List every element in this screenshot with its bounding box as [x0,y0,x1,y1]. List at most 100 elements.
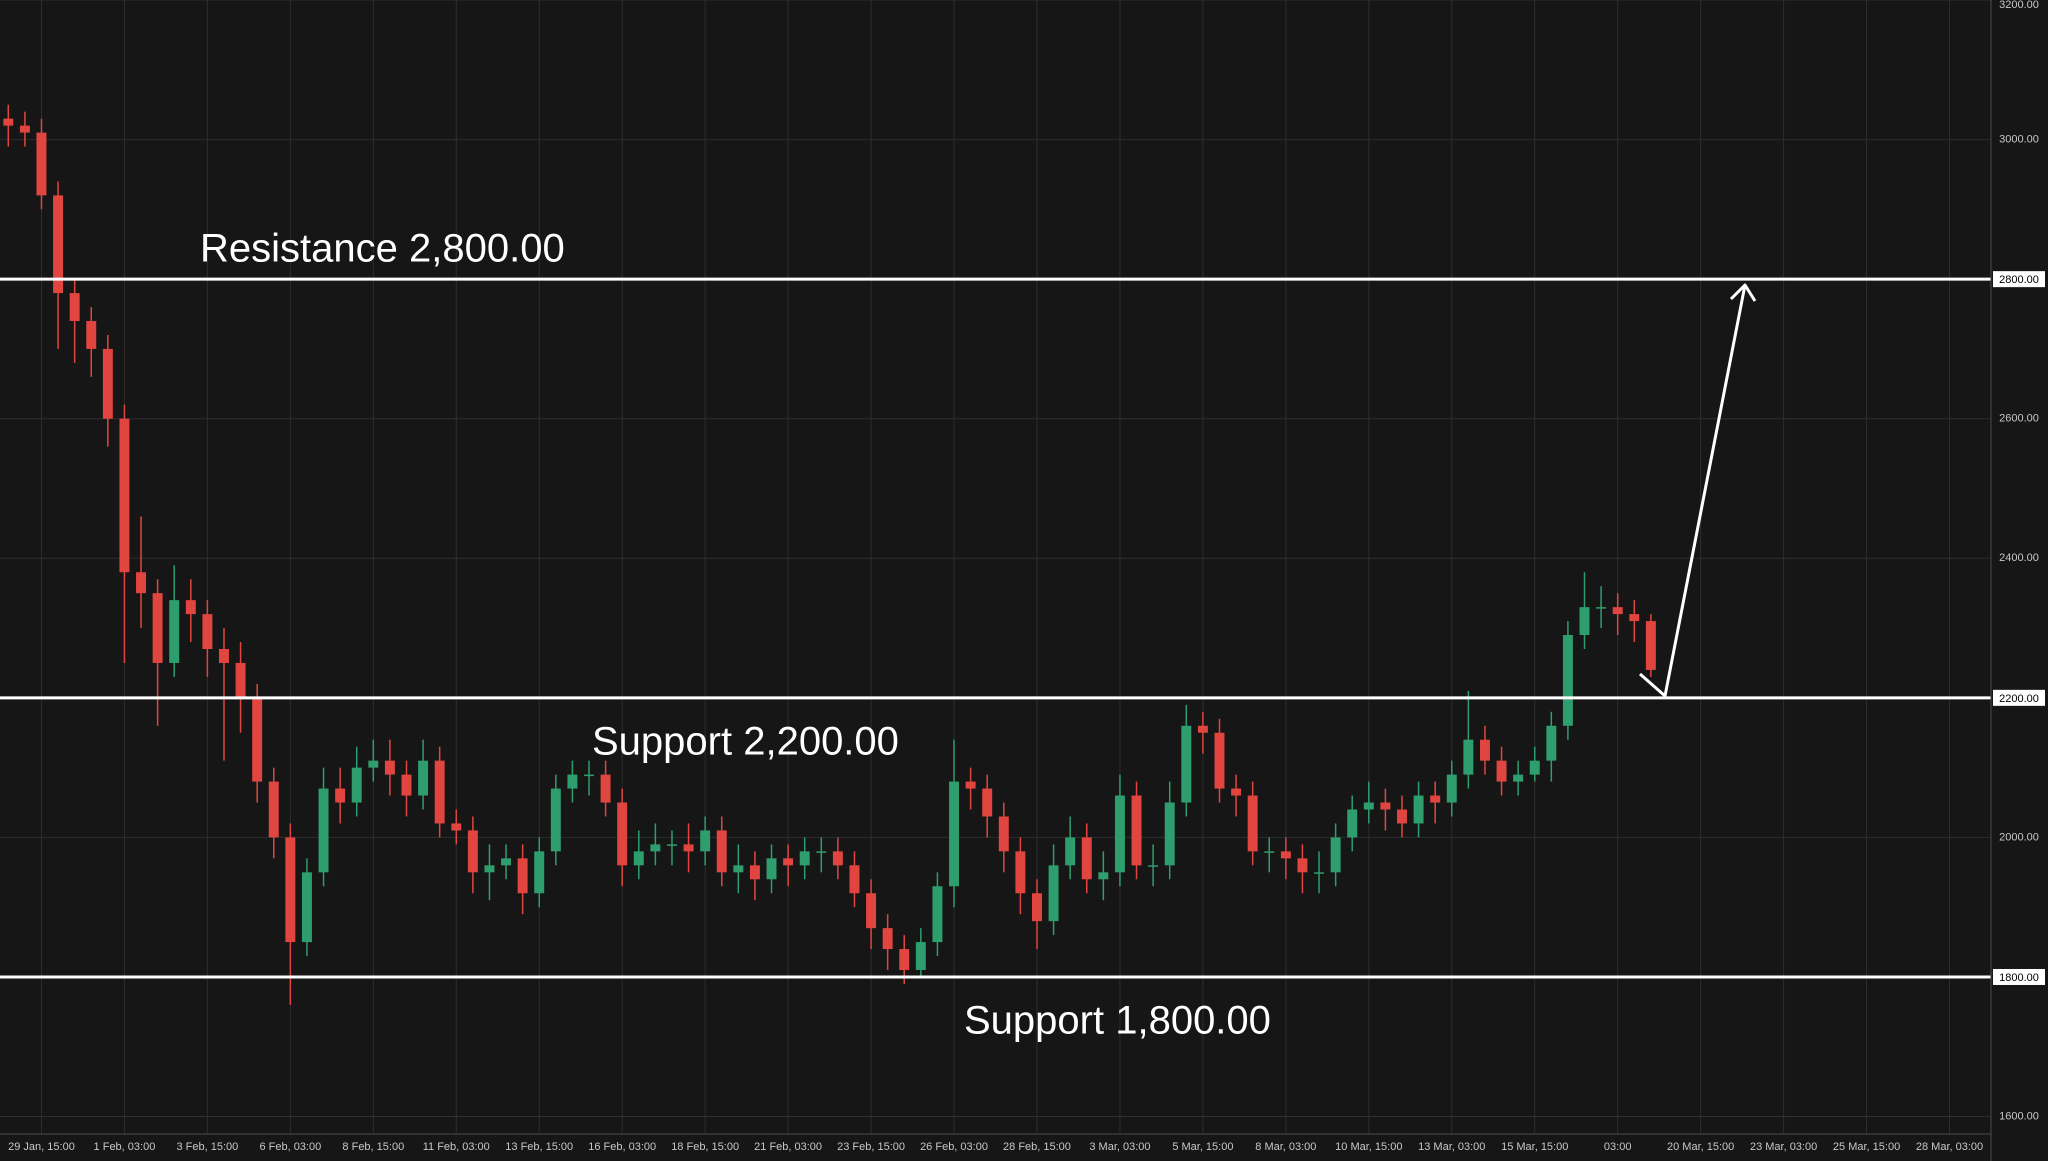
x-tick-label: 1 Feb, 03:00 [94,1141,156,1153]
candle-body [1148,865,1159,867]
levels [0,277,1991,979]
candle-body [816,851,827,853]
candle-body [19,125,30,133]
x-tick-label: 8 Feb, 15:00 [342,1141,404,1153]
candle-body [1363,802,1374,810]
candle-body [866,893,877,929]
candle-body [733,865,744,873]
candle-body [384,760,395,775]
candle-body [666,844,677,846]
candle-body [1231,788,1242,796]
x-tick-label: 18 Feb, 15:00 [671,1141,739,1153]
x-tick-label: 3 Feb, 15:00 [177,1141,239,1153]
level-price-label: 2800.00 [1999,274,2039,286]
candle-body [683,844,694,852]
candle-body [268,781,279,838]
candle-body [1214,732,1225,789]
x-tick-label: 16 Feb, 03:00 [588,1141,656,1153]
candle-body [1496,760,1507,782]
candle-body [965,781,976,789]
candle-body [1314,872,1325,874]
candle-body [368,760,379,768]
candle-body [69,293,80,322]
candle-body [418,760,429,796]
x-tick-label: 15 Mar, 15:00 [1501,1141,1568,1153]
candle-body [1297,858,1308,873]
x-tick-label: 13 Feb, 15:00 [505,1141,573,1153]
x-tick-label: 3 Mar, 03:00 [1089,1141,1150,1153]
level-annotation: Support 1,800.00 [964,999,1271,1043]
candle-body [1347,809,1358,838]
x-tick-label: 03:00 [1604,1141,1632,1153]
candle-body [1562,635,1573,726]
x-tick-label: 23 Mar, 03:00 [1750,1141,1817,1153]
candle-body [517,858,528,894]
x-tick-label: 26 Feb, 03:00 [920,1141,988,1153]
x-tick-label: 21 Feb, 03:00 [754,1141,822,1153]
candle-body [982,788,993,817]
candle-body [86,321,97,349]
candle-body [1048,865,1059,922]
candle-body [1380,802,1391,810]
level-price-box [1993,271,2045,288]
x-tick-label: 8 Mar, 03:00 [1255,1141,1316,1153]
x-tick-label: 29 Jan, 15:00 [8,1141,75,1153]
axes: 1600.00 1800.00 2000.00 2200.00 2400.00 2600.… [8,0,2045,1153]
x-tick-label: 23 Feb, 15:00 [837,1141,905,1153]
x-tick-label: 6 Feb, 03:00 [259,1141,321,1153]
candle-body [1629,614,1640,622]
candle-body [1645,621,1656,670]
candle-body [136,572,147,594]
candle-body [716,830,727,873]
candle-body [766,858,777,880]
x-tick-label: 20 Mar, 15:00 [1667,1141,1734,1153]
arrow-head [1729,283,1757,302]
candle-body [1032,893,1042,922]
candle-body [1015,851,1026,894]
candle-body [1513,774,1524,782]
level-price-box [1993,689,2045,706]
candle-body [1098,872,1109,880]
candle-body [1397,809,1407,824]
candle-body [318,788,329,873]
candle-body [301,872,312,943]
candle-body [882,928,893,950]
candle-body [1446,774,1457,803]
candle-body [1197,725,1208,733]
candle-body [202,614,213,649]
x-tick-label: 28 Feb, 15:00 [1003,1141,1071,1153]
candle-body [484,865,495,873]
candle-body [849,865,860,894]
x-tick-label: 10 Mar, 15:00 [1335,1141,1402,1153]
candle-body [501,858,512,866]
candle-body [1479,739,1490,761]
candle-body [700,830,711,852]
candle-body [799,851,810,866]
grid [0,0,1991,1134]
candle-body [998,816,1009,852]
candle-body [1579,607,1590,636]
candle-body [53,195,64,294]
candle-body [1612,607,1623,615]
y-tick-label: 2000.00 [1999,831,2039,843]
y-tick-label: 3000.00 [1999,133,2039,145]
x-tick-label: 13 Mar, 03:00 [1418,1141,1485,1153]
candle-body [1081,837,1092,880]
candle-body [915,942,926,971]
y-tick-label: 2400.00 [1999,552,2039,564]
candle-body [467,830,478,873]
candle-body [1430,795,1441,803]
candle-body [783,858,794,866]
candle-body [185,600,196,615]
candle-body [36,132,47,196]
candle-body [617,802,628,866]
candle-body [434,760,445,824]
candle-body [285,837,296,943]
candle-body [119,418,130,573]
level-annotation: Support 2,200.00 [592,720,899,764]
candle-body [1164,802,1175,866]
candle-body [567,774,578,789]
